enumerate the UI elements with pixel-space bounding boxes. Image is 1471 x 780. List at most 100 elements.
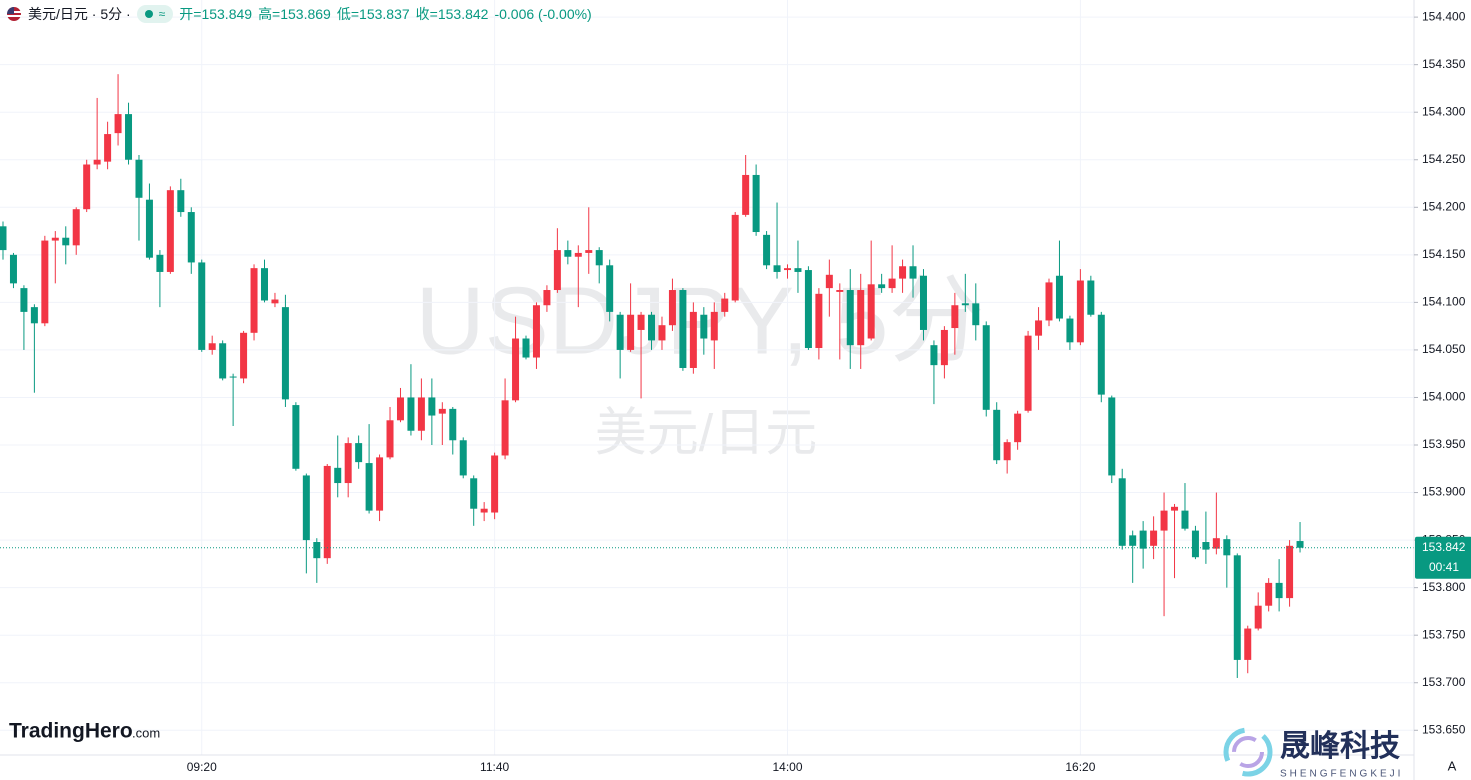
candle-body: [648, 314, 656, 341]
candle-body: [407, 397, 415, 431]
candle-body: [1254, 605, 1262, 629]
candle-body: [1139, 530, 1147, 549]
status-icon: ≈: [158, 7, 166, 21]
brand: TradingHero .com: [9, 720, 160, 743]
candle-body: [595, 250, 603, 266]
last-price-label: 153.842: [1422, 540, 1466, 554]
candle-body: [1191, 530, 1199, 558]
candle-body: [815, 293, 823, 349]
candle-body: [281, 307, 289, 400]
candle-body: [627, 314, 635, 350]
ohlc-close: 收=153.842: [415, 6, 489, 22]
candle-body: [961, 303, 969, 306]
market-status[interactable]: ≈: [136, 5, 174, 23]
candle-body: [1150, 530, 1158, 546]
candle-body: [1202, 542, 1210, 550]
candle-body: [742, 174, 750, 215]
candle-body: [198, 262, 206, 350]
candle-body: [1055, 275, 1063, 319]
y-tick-label: 153.700: [1422, 675, 1466, 689]
logo-icon: [1232, 736, 1264, 768]
candle-body: [93, 159, 101, 165]
candle-body: [1076, 280, 1084, 343]
candle-body: [721, 298, 729, 312]
candle-body: [1233, 555, 1241, 660]
y-tick-label: 154.200: [1422, 199, 1466, 213]
candle-body: [1118, 478, 1126, 546]
candle-body: [1097, 314, 1105, 395]
candle-body: [522, 338, 530, 358]
candle-body: [1171, 506, 1179, 511]
candle-body: [1181, 510, 1189, 529]
candle-body: [386, 420, 394, 458]
candle-body: [616, 314, 624, 350]
candle-body: [156, 254, 164, 272]
candle-body: [700, 314, 708, 339]
auto-scale-button[interactable]: [1440, 756, 1464, 778]
candle-body: [679, 290, 687, 368]
candle-body: [480, 508, 488, 513]
candle-body: [1129, 535, 1137, 546]
y-tick-label: 154.400: [1422, 9, 1466, 23]
candle-body: [51, 237, 59, 241]
candles: [0, 74, 1414, 678]
candle-body: [1244, 628, 1252, 660]
y-tick-label: 154.350: [1422, 57, 1466, 71]
candle-body: [20, 288, 28, 312]
x-tick-label: 16:20: [1065, 760, 1095, 774]
y-tick-label: 153.950: [1422, 437, 1466, 451]
candle-body: [1014, 413, 1022, 443]
candle-body: [417, 397, 425, 431]
candle-body: [135, 159, 143, 198]
candle-body: [606, 265, 614, 312]
ohlc-open: 开=153.849: [179, 6, 253, 22]
candle-body: [710, 311, 718, 341]
auto-scale-label[interactable]: A: [1448, 758, 1457, 773]
candle-body: [972, 303, 980, 326]
logo-text: 晟峰科技: [1280, 730, 1400, 763]
candle-body: [83, 164, 91, 210]
candle-body: [449, 408, 457, 441]
candle-body: [658, 325, 666, 341]
candle-body: [543, 290, 551, 306]
candle-body: [1160, 510, 1168, 531]
candle-body: [731, 214, 739, 301]
candle-body: [302, 475, 310, 541]
candle-body: [470, 478, 478, 509]
candle-body: [355, 443, 363, 463]
candle-body: [313, 542, 321, 559]
candle-body: [376, 457, 384, 511]
candle-body: [930, 345, 938, 366]
candle-body: [166, 190, 174, 272]
candle-body: [292, 405, 300, 469]
candle-body: [261, 268, 268, 301]
candle-body: [532, 305, 540, 358]
candle-body: [491, 455, 499, 513]
candle-body: [1035, 320, 1043, 336]
company-logo: 晟峰科技 SHENGFENGKEJI: [1223, 727, 1400, 780]
y-tick-label: 153.800: [1422, 580, 1466, 594]
candle-body: [459, 440, 467, 476]
candle-body: [919, 275, 927, 330]
candle-body: [804, 270, 812, 349]
candle-body: [888, 278, 896, 289]
candle-body: [323, 465, 331, 559]
candle-body: [396, 397, 404, 421]
candle-body: [1024, 335, 1032, 411]
ohlc-high: 高=153.869: [258, 6, 331, 22]
candle-body: [867, 284, 875, 339]
candle-body: [9, 254, 17, 284]
candle-body: [125, 114, 133, 160]
y-tick-label: 154.000: [1422, 390, 1466, 404]
candle-body: [637, 314, 645, 330]
last-price-box: [1415, 536, 1471, 579]
grid: [0, 0, 1414, 755]
candle-body: [240, 332, 248, 379]
y-tick-label: 154.250: [1422, 152, 1466, 166]
candle-body: [1275, 582, 1283, 599]
candle-body: [553, 250, 561, 291]
candle-body: [846, 290, 854, 346]
flag-icon: [7, 7, 21, 21]
candle-body: [1108, 397, 1116, 476]
